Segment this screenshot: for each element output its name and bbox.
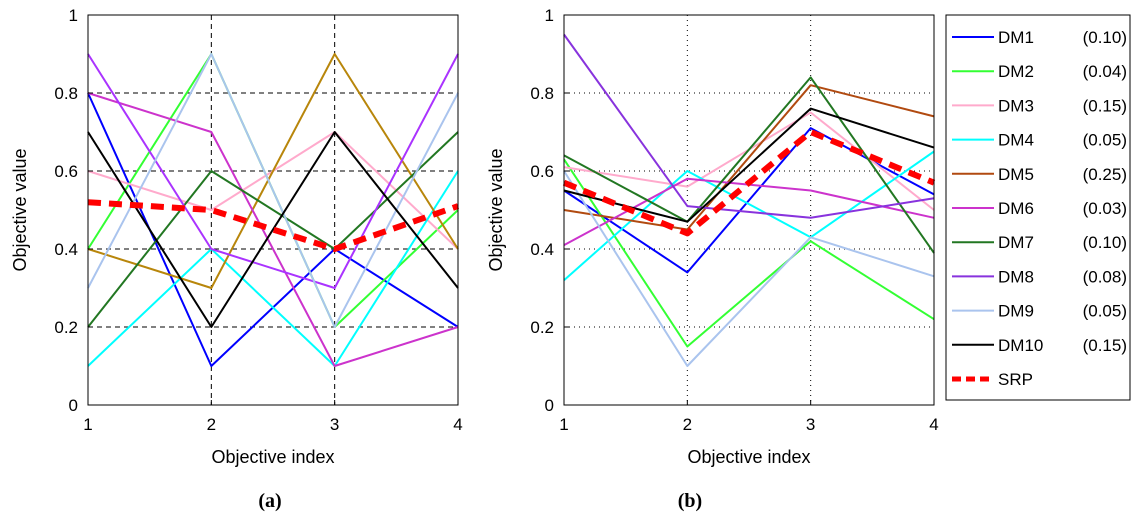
x-tick-label-a: 3 xyxy=(330,415,339,434)
series-line-dm2 xyxy=(563,158,935,348)
series-line-dm7 xyxy=(563,76,935,254)
legend-weight-dm9: (0.05) xyxy=(1083,302,1127,321)
chart-a: 1 2 3 4 0 0.2 0.4 0.6 0.8 1 Objective index Objec… xyxy=(10,6,463,512)
series-line-dm6 xyxy=(87,92,459,367)
grid-b xyxy=(564,15,934,405)
x-tick-label-a: 1 xyxy=(83,415,92,434)
x-tick-label-b: 3 xyxy=(806,415,815,434)
plot-area-b xyxy=(564,15,934,405)
legend-weight-dm4: (0.05) xyxy=(1083,131,1127,150)
legend-label-dm9: DM9 xyxy=(998,302,1034,321)
legend-weight-dm10: (0.15) xyxy=(1083,336,1127,355)
x-tick-label-b: 2 xyxy=(683,415,692,434)
legend-weight-dm2: (0.04) xyxy=(1083,62,1127,81)
y-tick-label-b: 0.4 xyxy=(530,240,554,259)
y-tick-label-a: 0.8 xyxy=(54,84,78,103)
legend-label-dm3: DM3 xyxy=(998,96,1034,115)
x-tick-label-a: 4 xyxy=(453,415,462,434)
y-tick-label-a: 0.4 xyxy=(54,240,78,259)
legend-label-dm2: DM2 xyxy=(998,62,1034,81)
legend-weight-dm5: (0.25) xyxy=(1083,165,1127,184)
caption-b: (b) xyxy=(678,490,702,512)
series-line-dm4 xyxy=(563,150,935,281)
legend-label-dm10: DM10 xyxy=(998,336,1043,355)
legend-items: DM1 (0.10) DM2 (0.04) DM3 (0.15) DM4 (0.05) DM5 (… xyxy=(952,28,1127,389)
chart-b: 1 2 3 4 0 0.2 0.4 0.6 0.8 1 Objective index Objec… xyxy=(486,6,939,512)
legend-label-dm5: DM5 xyxy=(998,165,1034,184)
legend-weight-dm8: (0.08) xyxy=(1083,267,1127,286)
series-line-dm8 xyxy=(563,33,935,219)
x-tick-label-b: 4 xyxy=(929,415,938,434)
series-line-dm9 xyxy=(563,170,935,367)
y-tick-label-a: 0 xyxy=(69,396,78,415)
y-tick-label-b: 0 xyxy=(545,396,554,415)
y-tick-label-b: 0.6 xyxy=(530,162,554,181)
y-axis-label-b: Objective value xyxy=(486,148,506,271)
series-line-dm5 xyxy=(563,84,935,231)
y-tick-label-b: 0.8 xyxy=(530,84,554,103)
y-tick-label-b: 1 xyxy=(545,6,554,25)
legend-weight-dm1: (0.10) xyxy=(1083,28,1127,47)
y-tick-label-a: 0.6 xyxy=(54,162,78,181)
series-line-dm4 xyxy=(87,170,459,367)
legend-label-dm7: DM7 xyxy=(998,233,1034,252)
legend-label-dm8: DM8 xyxy=(998,267,1034,286)
caption-a: (a) xyxy=(258,490,281,512)
x-tick-label-a: 2 xyxy=(207,415,216,434)
legend-label-srp: SRP xyxy=(998,370,1033,389)
y-axis-label-a: Objective value xyxy=(10,148,30,271)
x-tick-label-b: 1 xyxy=(559,415,568,434)
series-line-srp xyxy=(87,199,459,252)
legend-weight-dm3: (0.15) xyxy=(1083,96,1127,115)
legend-label-dm1: DM1 xyxy=(998,28,1034,47)
series-line-dm8 xyxy=(87,53,459,289)
x-axis-label-b: Objective index xyxy=(687,447,810,467)
legend: DM1 (0.10) DM2 (0.04) DM3 (0.15) DM4 (0.05) DM5 (… xyxy=(945,14,1131,401)
plot-frame-a xyxy=(87,14,459,406)
y-tick-label-a: 1 xyxy=(69,6,78,25)
series-line-dm5 xyxy=(87,53,459,289)
ticks-a: 1 2 3 4 0 0.2 0.4 0.6 0.8 1 xyxy=(54,6,462,434)
plot-frame-b xyxy=(563,14,935,406)
legend-label-dm4: DM4 xyxy=(998,131,1034,150)
x-axis-label-a: Objective index xyxy=(211,447,334,467)
y-tick-label-a: 0.2 xyxy=(54,318,78,337)
series-line-dm10 xyxy=(87,131,459,328)
series-line-srp xyxy=(562,129,936,237)
series-line-dm7 xyxy=(87,131,459,328)
legend-label-dm6: DM6 xyxy=(998,199,1034,218)
legend-weight-dm6: (0.03) xyxy=(1083,199,1127,218)
series-group-a xyxy=(87,53,459,367)
ticks-b: 1 2 3 4 0 0.2 0.4 0.6 0.8 1 xyxy=(530,6,938,434)
y-tick-label-b: 0.2 xyxy=(530,318,554,337)
series-group-b xyxy=(562,33,936,367)
legend-weight-dm7: (0.10) xyxy=(1083,233,1127,252)
